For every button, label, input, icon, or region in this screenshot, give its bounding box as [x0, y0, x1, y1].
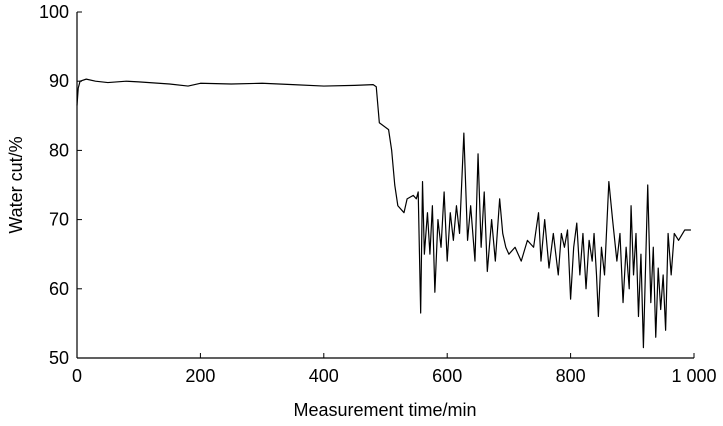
y-tick-label: 80: [49, 140, 69, 160]
y-tick-label: 70: [49, 210, 69, 230]
data-line: [76, 78, 691, 349]
x-tick-label: 1 000: [671, 366, 716, 386]
x-tick-label: 200: [185, 366, 215, 386]
x-tick-label: 400: [309, 366, 339, 386]
x-tick-label: 800: [556, 366, 586, 386]
x-axis-label: Measurement time/min: [293, 400, 476, 420]
y-tick-label: 60: [49, 279, 69, 299]
y-tick-label: 90: [49, 71, 69, 91]
x-tick-label: 0: [72, 366, 82, 386]
x-tick-label: 600: [432, 366, 462, 386]
y-axis-label: Water cut/%: [6, 136, 26, 233]
y-tick-label: 50: [49, 348, 69, 368]
y-tick-label: 100: [39, 2, 69, 22]
